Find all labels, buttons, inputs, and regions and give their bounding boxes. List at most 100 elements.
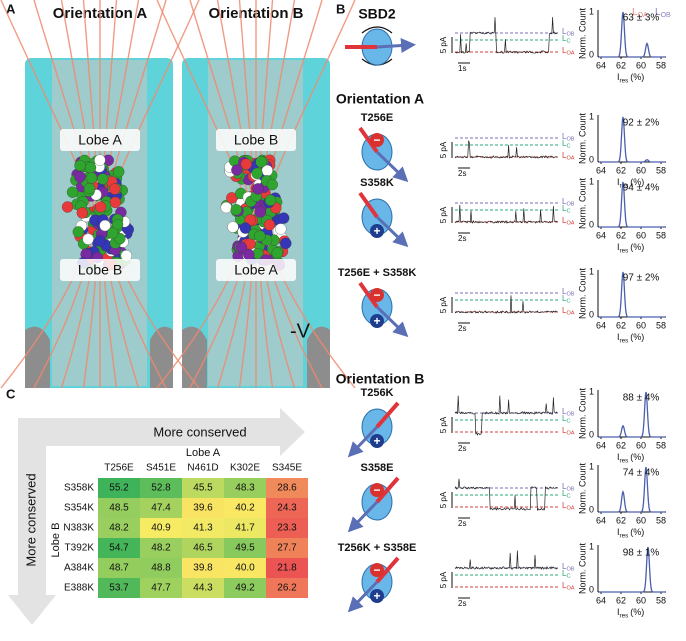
cell-value: 55.2 — [109, 483, 129, 494]
panel-label: B — [336, 1, 345, 16]
current-trace — [454, 478, 558, 512]
level-label-sub: OB — [566, 32, 574, 38]
construct-name: SBD2 — [358, 6, 396, 22]
level-label: LC — [562, 139, 571, 150]
lobe-label: Lobe B — [78, 262, 122, 278]
protein-atom — [84, 162, 97, 174]
mutant-name: S358K — [360, 177, 394, 189]
cell-value: 40.0 — [235, 563, 255, 574]
column-header: T256E — [104, 463, 134, 474]
protein-atom — [85, 172, 98, 184]
protein-icon — [358, 191, 409, 248]
protein-icon — [347, 556, 400, 613]
level-label: LC — [562, 569, 571, 580]
cell-value: 26.2 — [277, 583, 297, 594]
level-label: LC — [562, 489, 571, 500]
cell-value: 45.5 — [193, 483, 213, 494]
hist-curve — [599, 116, 665, 163]
lobe-label: Lobe B — [234, 132, 278, 148]
cell-value: 46.5 — [193, 543, 213, 554]
level-label-sub: C — [566, 299, 570, 305]
x-axis-label-unit: (%) — [630, 332, 644, 342]
x-tick-label: 58 — [656, 595, 666, 605]
cell-value: 24.3 — [277, 503, 297, 514]
x-tick-label: 58 — [656, 320, 666, 330]
dipole-arrow — [347, 500, 379, 533]
lobe-box — [216, 259, 296, 281]
time-scale: 2s — [458, 169, 466, 178]
level-label-letter: L — [562, 306, 567, 315]
table-cell — [98, 478, 140, 498]
current-trace — [454, 395, 558, 436]
protein-atom — [74, 159, 86, 172]
level-label: LOA — [562, 581, 575, 592]
x-axis-label-sub: res — [620, 247, 629, 254]
level-label-sub: C — [566, 574, 570, 580]
table-cell — [266, 558, 308, 578]
y-tick-label: 1 — [589, 111, 594, 121]
protein-atom — [280, 237, 292, 250]
charge — [370, 224, 384, 238]
charge — [370, 434, 384, 448]
cell-value: 41.3 — [193, 523, 213, 534]
mutant-name: T256E — [361, 112, 393, 124]
level-label-sub: OB — [566, 487, 574, 493]
ratio-label: 98 ± 1% — [623, 548, 660, 559]
protein-atom — [277, 212, 290, 224]
charge — [370, 563, 384, 577]
charge — [370, 483, 384, 497]
table-cell — [224, 558, 266, 578]
level-label-sub: OA — [566, 221, 574, 227]
level-label: LOA — [562, 426, 575, 437]
protein-atom — [252, 183, 264, 195]
voltage-label: -V — [290, 320, 311, 342]
x-tick-label: 62 — [616, 440, 626, 450]
level-label-sub: OB — [566, 137, 574, 143]
dipole-arrow — [376, 38, 416, 54]
ratio-label: 63 ± 3% — [623, 13, 660, 24]
charge-sign: + — [373, 314, 380, 328]
table-cell — [266, 518, 308, 538]
x-tick-label: 58 — [656, 440, 666, 450]
x-tick-label: 60 — [636, 595, 646, 605]
cell-value: 23.3 — [277, 523, 297, 534]
row-header: E388K — [64, 583, 94, 594]
time-scale: 2s — [458, 444, 466, 453]
hist-curve — [599, 466, 665, 513]
cell-value: 48.3 — [235, 483, 255, 494]
x-axis-label-sub: res — [620, 337, 629, 344]
x-tick-label: 60 — [636, 230, 646, 240]
y-tick-label: 1 — [589, 541, 594, 551]
x-tick-label: 64 — [596, 515, 606, 525]
level-label-sub: OB — [566, 567, 574, 573]
level-label: LOA — [562, 151, 575, 162]
dipole-red — [375, 556, 400, 584]
level-label-letter: L — [562, 501, 567, 510]
legend-oa-letter: L — [632, 7, 638, 18]
x-tick-label: 60 — [636, 165, 646, 175]
protein-atom — [97, 173, 109, 185]
level-label-sub: OA — [566, 431, 574, 437]
cell-value: 48.2 — [109, 523, 129, 534]
table-cell — [182, 518, 224, 538]
protein-atom — [94, 201, 107, 213]
x-tick-label: 64 — [596, 230, 606, 240]
x-axis-label-sub: res — [620, 612, 629, 619]
current-scale: 5 pA — [439, 571, 448, 588]
level-label-letter: L — [562, 414, 567, 423]
protein-atom — [72, 226, 84, 238]
hist-curve — [599, 271, 665, 318]
legend-ob-letter: L — [655, 7, 661, 18]
level-label-letter: L — [562, 46, 567, 55]
cell-value: 21.8 — [277, 563, 297, 574]
protein-atom — [76, 207, 88, 219]
level-label: LOB — [562, 482, 575, 493]
mutant-name: T256K — [360, 387, 393, 399]
protein-atom — [243, 248, 255, 261]
table-col-title: Lobe A — [186, 447, 221, 459]
lobe-box — [60, 129, 140, 151]
charge — [370, 133, 384, 147]
table-cell — [224, 518, 266, 538]
protein-icon — [358, 281, 409, 338]
protein-atom — [107, 227, 119, 239]
